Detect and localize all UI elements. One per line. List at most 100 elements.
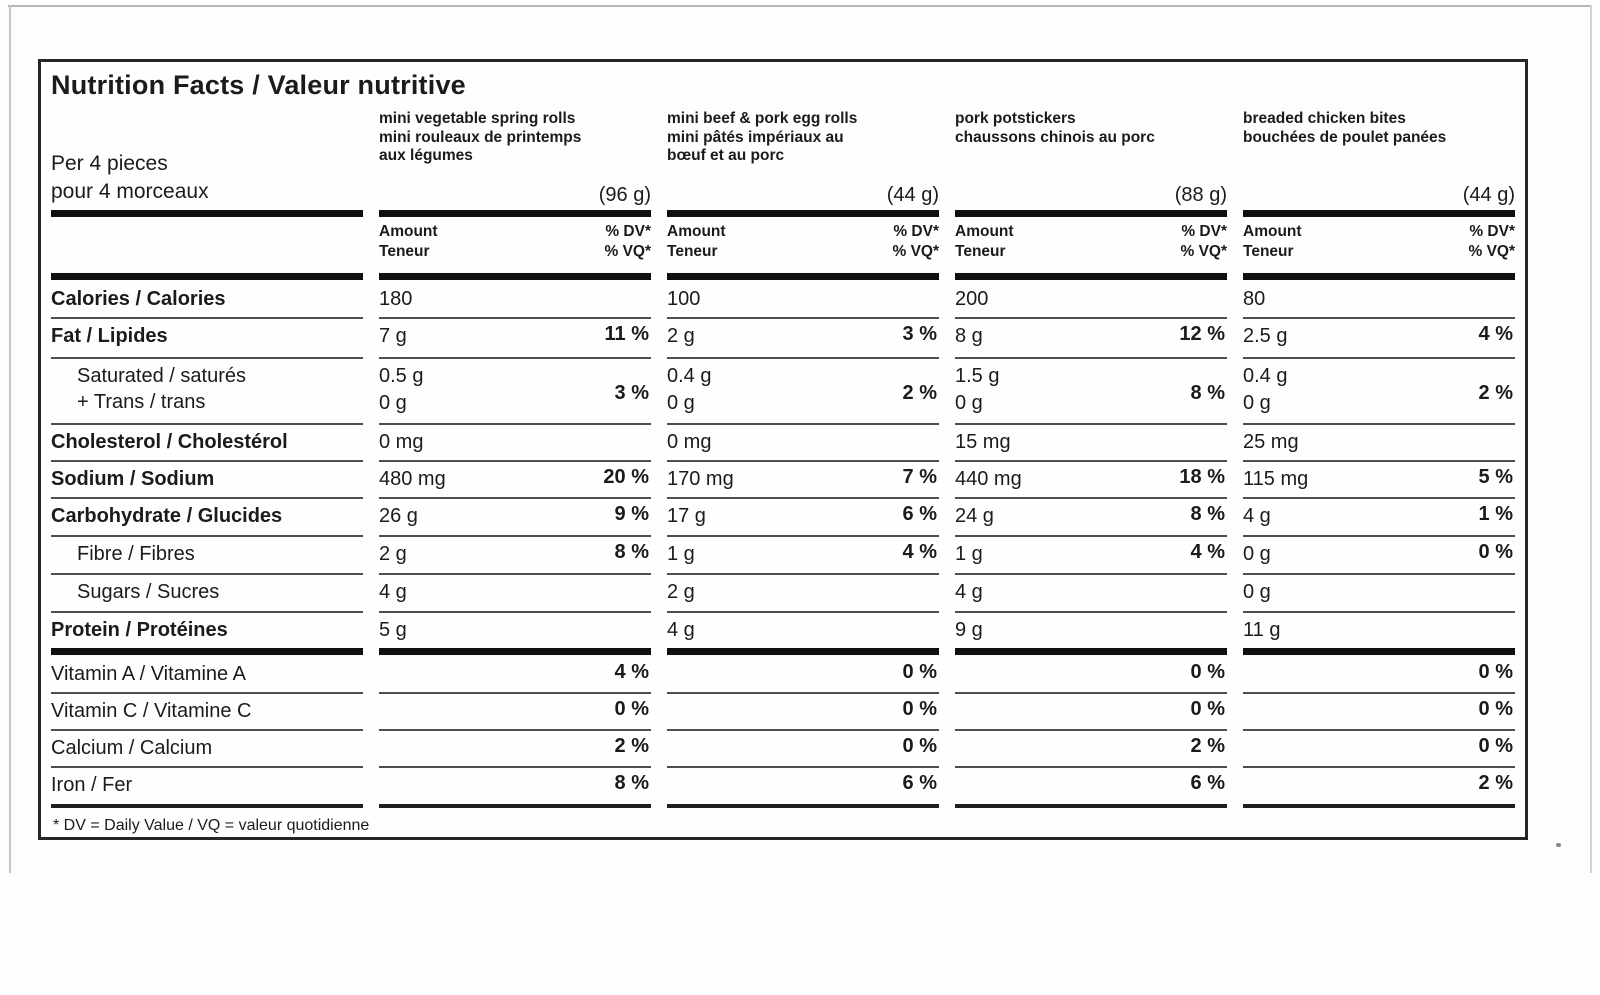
iron-percent-dv-col4: 2 % [1478, 772, 1513, 794]
scan-artifact-speck [1556, 843, 1561, 847]
scan-frame-right-line [1590, 5, 1592, 873]
iron-percent-dv-col2: 6 % [902, 772, 937, 794]
sodium-amount-col3: 440 mg [955, 468, 1022, 490]
separator-bar [955, 210, 1227, 217]
fibre-value-cell-col2: 1 g 4 % [667, 537, 939, 575]
nutrient-row-sodium: Sodium / Sodium 480 mg 20 % 170 mg 7 % 440 mg… [51, 462, 1515, 499]
sodium-percent-dv-col2: 7 % [902, 466, 937, 488]
vitamin-a-value-cell-col3: 0 % [955, 657, 1227, 694]
separator-bar [667, 804, 939, 808]
percent-dv-header-label: % DV* % VQ* [604, 223, 651, 260]
separator-bar [51, 210, 363, 217]
iron-value-cell-col3: 6 % [955, 768, 1227, 802]
nutrient-row-fat: Fat / Lipides 7 g 11 % 2 g 3 % 8 g 12 % 2.5 g 4 … [51, 319, 1515, 359]
carbohydrate-percent-dv-col4: 1 % [1478, 503, 1513, 525]
protein-value-cell-col3: 9 g [955, 613, 1227, 646]
product-serving-weight: (44 g) [1462, 184, 1515, 206]
separator-bar [379, 804, 651, 808]
iron-percent-dv-col3: 6 % [1190, 772, 1225, 794]
protein-value-cell-col2: 4 g [667, 613, 939, 646]
saturated-trans-percent-dv-col1: 3 % [614, 381, 649, 404]
daily-value-footnote: * DV = Daily Value / VQ = valeur quotidi… [53, 817, 370, 834]
fibre-amount-col3: 1 g [955, 543, 983, 565]
calories-value-cell-col4: 80 [1243, 282, 1515, 319]
fat-percent-dv-col1: 11 % [604, 323, 649, 345]
saturated-trans-amount-col3: 1.5 g 0 g [955, 365, 1000, 414]
sugars-value-cell-col3: 4 g [955, 575, 1227, 613]
amount-dv-header-cell: Amount Teneur % DV* % VQ* [667, 222, 939, 270]
calcium-value-cell-col4: 0 % [1243, 731, 1515, 768]
fibre-value-cell-col1: 2 g 8 % [379, 537, 651, 575]
calories-value-cell-col2: 100 [667, 282, 939, 319]
fibre-amount-col1: 2 g [379, 543, 407, 565]
cholesterol-amount-col3: 15 mg [955, 431, 1011, 453]
saturated-trans-amount-col4: 0.4 g 0 g [1243, 365, 1288, 414]
fat-value-cell-col4: 2.5 g 4 % [1243, 319, 1515, 359]
fat-percent-dv-col2: 3 % [902, 323, 937, 345]
separator-bar [667, 210, 939, 217]
product-name: mini beef & pork egg rolls mini pâtés im… [667, 110, 858, 164]
nutrient-row-iron: Iron / Fer 8 % 6 % 6 % 2 % [51, 768, 1515, 802]
calcium-percent-dv-col1: 2 % [614, 735, 649, 757]
fat-value-cell-col1: 7 g 11 % [379, 319, 651, 359]
separator-bar [955, 804, 1227, 808]
sodium-percent-dv-col1: 20 % [603, 466, 649, 488]
nutrient-row-sugars: Sugars / Sucres 4 g 2 g 4 g 0 g [51, 575, 1515, 613]
separator-bar [379, 273, 651, 280]
row-label-cholesterol: Cholesterol / Cholestérol [51, 425, 363, 462]
product-serving-weight: (96 g) [598, 184, 651, 206]
iron-percent-dv-col1: 8 % [614, 772, 649, 794]
separator-bar [51, 273, 363, 280]
protein-amount-col3: 9 g [955, 619, 983, 641]
separator-bar [667, 273, 939, 280]
sodium-amount-col1: 480 mg [379, 468, 446, 490]
carbohydrate-amount-col3: 24 g [955, 505, 994, 527]
vitamin-a-percent-dv-col2: 0 % [902, 661, 937, 683]
vitamin-a-value-cell-col4: 0 % [1243, 657, 1515, 694]
amount-header-label: Amount Teneur [1243, 223, 1302, 260]
iron-value-cell-col1: 8 % [379, 768, 651, 802]
row-label-iron: Iron / Fer [51, 774, 133, 796]
saturated-trans-percent-dv-col4: 2 % [1478, 381, 1513, 404]
fat-amount-col2: 2 g [667, 325, 695, 347]
vitamin-c-percent-dv-col1: 0 % [614, 698, 649, 720]
row-label-vitamin-c: Vitamin C / Vitamine C [51, 694, 363, 731]
saturated-trans-percent-dv-col3: 8 % [1190, 381, 1225, 404]
amount-dv-header-cell: Amount Teneur % DV* % VQ* [379, 222, 651, 270]
sodium-value-cell-col2: 170 mg 7 % [667, 462, 939, 499]
iron-value-cell-col2: 6 % [667, 768, 939, 802]
calcium-percent-dv-col4: 0 % [1478, 735, 1513, 757]
serving-size-text: Per 4 pieces pour 4 morceaux [51, 152, 209, 203]
separator-bar [1243, 804, 1515, 808]
carbohydrate-value-cell-col3: 24 g 8 % [955, 499, 1227, 537]
product-name: breaded chicken bites bouchées de poulet… [1243, 110, 1447, 146]
fibre-value-cell-col4: 0 g 0 % [1243, 537, 1515, 575]
carbohydrate-percent-dv-col3: 8 % [1190, 503, 1225, 525]
product-header-row: Per 4 pieces pour 4 morceaux mini vegeta… [51, 110, 1515, 208]
sodium-value-cell-col3: 440 mg 18 % [955, 462, 1227, 499]
separator-bar [1243, 210, 1515, 217]
product-column-header-potstickers: pork potstickers chaussons chinois au po… [955, 110, 1227, 208]
carbohydrate-amount-col1: 26 g [379, 505, 418, 527]
sugars-value-cell-col1: 4 g [379, 575, 651, 613]
fat-value-cell-col2: 2 g 3 % [667, 319, 939, 359]
saturated-trans-value-cell-col1: 0.5 g 0 g 3 % [379, 359, 651, 425]
separator-bar [379, 210, 651, 217]
carbohydrate-percent-dv-col2: 6 % [902, 503, 937, 525]
carbohydrate-amount-col4: 4 g [1243, 505, 1271, 527]
calcium-value-cell-col2: 0 % [667, 731, 939, 768]
separator-bar [51, 648, 363, 655]
cholesterol-amount-col4: 25 mg [1243, 431, 1299, 453]
fat-value-cell-col3: 8 g 12 % [955, 319, 1227, 359]
carbohydrate-value-cell-col2: 17 g 6 % [667, 499, 939, 537]
nutrition-facts-table: Nutrition Facts / Valeur nutritive Per 4… [38, 59, 1528, 840]
separator-bar [51, 804, 363, 808]
cholesterol-value-cell-col3: 15 mg [955, 425, 1227, 462]
vitamin-c-value-cell-col3: 0 % [955, 694, 1227, 731]
nutrition-facts-title: Nutrition Facts / Valeur nutritive [51, 70, 466, 100]
sodium-amount-col4: 115 mg [1243, 468, 1309, 490]
nutrient-row-fibre: Fibre / Fibres 2 g 8 % 1 g 4 % 1 g 4 % 0 g 0 % [51, 537, 1515, 575]
fibre-percent-dv-col4: 0 % [1478, 541, 1513, 563]
carbohydrate-percent-dv-col1: 9 % [614, 503, 649, 525]
empty-header-cell [51, 222, 363, 270]
